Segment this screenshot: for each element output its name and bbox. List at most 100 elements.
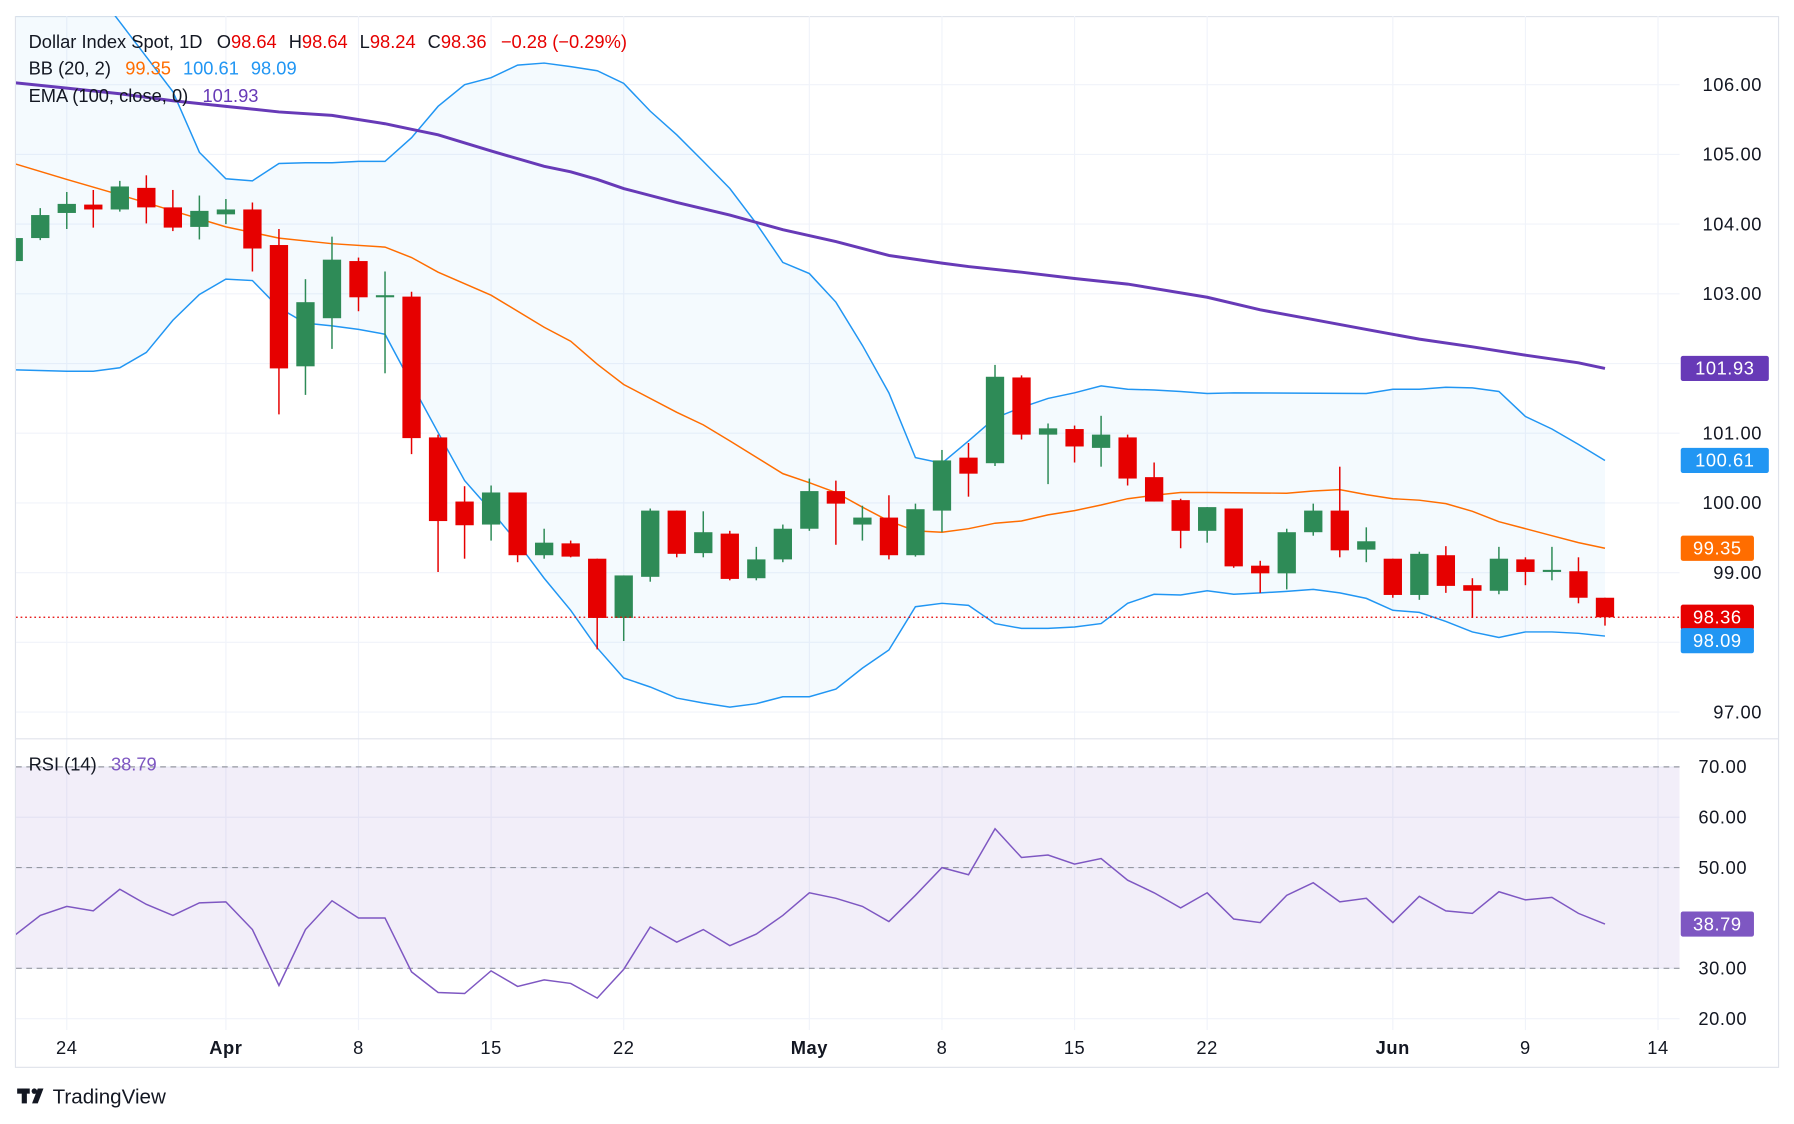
candle-body (428, 437, 448, 522)
candle-body (1516, 559, 1535, 572)
bb-basis-badge-bg (1680, 535, 1754, 561)
candle-body (720, 533, 739, 579)
candle[interactable] (694, 511, 713, 558)
time-tick-label: Jun (1376, 1037, 1410, 1058)
ema-badge: 101.93 (1680, 355, 1769, 381)
rsi-pane[interactable] (14, 766, 1680, 1000)
candle[interactable] (534, 528, 554, 559)
candle[interactable] (1489, 546, 1509, 595)
candle[interactable] (481, 485, 501, 541)
candle-body (190, 210, 209, 227)
rsi-badge-text: 38.79 (1693, 913, 1742, 934)
price-pane[interactable] (5, 0, 1680, 708)
candle[interactable] (1463, 578, 1482, 618)
candle[interactable] (1171, 498, 1190, 549)
price-axis[interactable]: 106.00 105.00 104.00 103.00 101.00 100.00 99.0… (1703, 74, 1762, 722)
candle[interactable] (322, 236, 342, 349)
candle[interactable] (1118, 434, 1137, 486)
time-axis[interactable]: 24 Apr 8 15 22 May 8 15 22 Jun 9 14 (56, 1037, 1669, 1058)
tradingview-logo[interactable]: TradingView (17, 1085, 166, 1108)
candle[interactable] (1038, 423, 1058, 485)
symbol-title[interactable]: Dollar Index Spot, 1D (29, 31, 203, 52)
candle[interactable] (1304, 503, 1323, 536)
candle-body (1118, 437, 1137, 479)
candle[interactable] (163, 189, 183, 232)
candle[interactable] (959, 442, 978, 497)
candle[interactable] (985, 364, 1005, 466)
candle[interactable] (588, 558, 607, 650)
candle[interactable] (508, 492, 527, 563)
price-tick-label: 100.00 (1703, 492, 1762, 513)
time-tick-label: 9 (1520, 1037, 1531, 1058)
candle[interactable] (1383, 558, 1402, 598)
candle-body (1463, 585, 1482, 591)
price-tick-label: 103.00 (1703, 283, 1762, 304)
candle[interactable] (906, 503, 925, 557)
candle[interactable] (667, 510, 686, 558)
rsi-tick-label: 50.00 (1698, 857, 1747, 878)
candle[interactable] (1569, 557, 1588, 604)
candle[interactable] (720, 530, 739, 581)
candle[interactable] (932, 449, 952, 533)
candle[interactable] (1410, 551, 1429, 600)
rsi-axis[interactable]: 70.00 60.00 50.00 30.00 20.00 (1698, 756, 1747, 1029)
candle[interactable] (190, 195, 209, 240)
candle[interactable] (1516, 557, 1535, 586)
rsi-band-fill (16, 766, 1680, 969)
candle[interactable] (1091, 415, 1111, 467)
candle[interactable] (747, 546, 766, 581)
candle[interactable] (800, 478, 819, 531)
candle-body (375, 295, 395, 298)
candle[interactable] (561, 540, 580, 558)
ema-label[interactable]: EMA (100, close, 0) (29, 85, 189, 106)
candle[interactable] (641, 508, 660, 582)
candle[interactable] (243, 202, 262, 272)
candle[interactable] (826, 480, 846, 545)
rsi-label[interactable]: RSI (14) (29, 753, 97, 774)
candle[interactable] (5, 235, 23, 264)
candle[interactable] (879, 495, 899, 560)
price-tick-label: 104.00 (1703, 213, 1762, 234)
candle[interactable] (1144, 462, 1164, 502)
candle[interactable] (216, 199, 236, 225)
candle[interactable] (1542, 546, 1562, 581)
candle[interactable] (428, 434, 448, 572)
candle[interactable] (1330, 466, 1349, 558)
candle[interactable] (375, 271, 395, 374)
candle-body (31, 215, 50, 239)
candle[interactable] (773, 524, 792, 563)
last-price-badge: 98.36 (1680, 604, 1754, 630)
candle[interactable] (1198, 507, 1217, 543)
candle[interactable] (1224, 508, 1243, 568)
candle[interactable] (1012, 375, 1031, 440)
candle-body (110, 186, 129, 210)
candle[interactable] (349, 257, 368, 312)
candle[interactable] (84, 189, 103, 228)
candle[interactable] (1065, 425, 1084, 463)
legend-ohlc: Dollar Index Spot, 1D O98.64 H98.64 L98.… (29, 31, 627, 52)
candle[interactable] (1595, 597, 1615, 626)
candle[interactable] (269, 228, 289, 415)
candle[interactable] (853, 505, 872, 541)
candle[interactable] (1277, 528, 1296, 590)
candle[interactable] (402, 291, 421, 455)
candle[interactable] (110, 180, 129, 212)
candle[interactable] (137, 175, 156, 224)
candle-body (1595, 597, 1615, 618)
candle[interactable] (31, 208, 50, 241)
candle[interactable] (1251, 560, 1270, 593)
candle[interactable] (296, 279, 315, 395)
rsi-tick-label: 70.00 (1698, 756, 1747, 777)
candle[interactable] (1436, 546, 1456, 593)
candle-body (1330, 510, 1349, 551)
bb-label[interactable]: BB (20, 2) (29, 57, 111, 78)
time-tick-label: 15 (1064, 1037, 1085, 1058)
candle[interactable] (614, 575, 633, 641)
candle-body (402, 296, 421, 439)
candle[interactable] (57, 192, 76, 229)
candle[interactable] (1357, 527, 1376, 563)
candle[interactable] (455, 486, 474, 559)
candle-body (747, 559, 766, 579)
